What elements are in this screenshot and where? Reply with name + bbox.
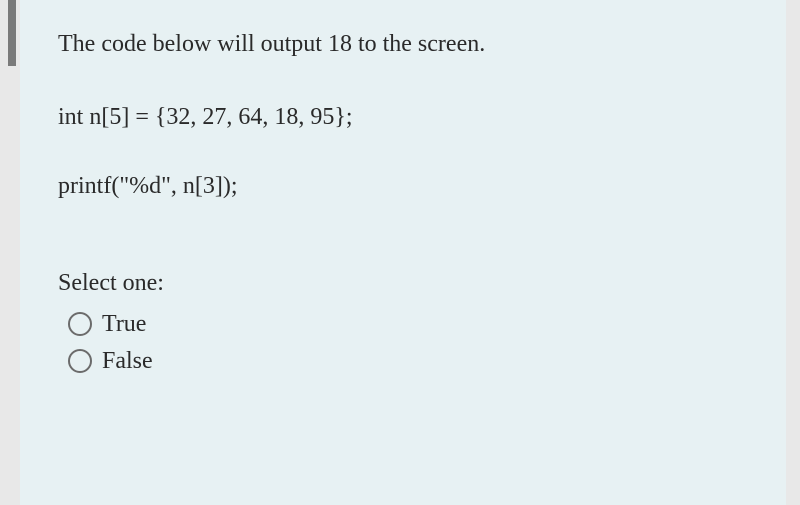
option-true[interactable]: True [68,311,748,338]
option-false[interactable]: False [68,348,748,375]
question-prompt: The code below will output 18 to the scr… [58,28,748,62]
code-line-2: printf("%d", n[3]); [58,173,748,200]
radio-icon [68,349,92,373]
select-one-label: Select one: [58,270,748,297]
radio-icon [68,312,92,336]
option-false-label: False [102,348,153,375]
option-true-label: True [102,311,146,338]
question-card: The code below will output 18 to the scr… [20,0,786,505]
side-marker [8,0,16,66]
code-line-1: int n[5] = {32, 27, 64, 18, 95}; [58,104,748,131]
